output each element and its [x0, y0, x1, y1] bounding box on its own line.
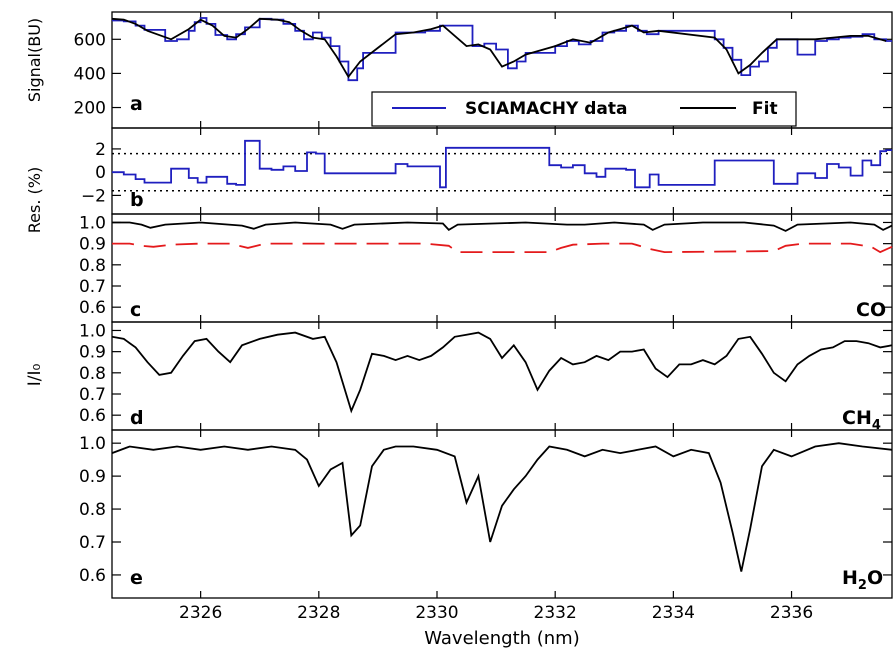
y-axis-title-residual: Res. (%): [25, 167, 44, 233]
x-tick-label-4: 2334: [652, 603, 695, 623]
x-tick-label-3: 2332: [534, 603, 577, 623]
annotation-ch4: CH4: [842, 407, 881, 433]
y-tick-label-e-3: 0.7: [79, 533, 106, 553]
series-d-0: [111, 331, 893, 414]
y-axis-title-ratio: I/I₀: [25, 364, 45, 387]
x-axis-title: Wavelength (nm): [424, 628, 580, 649]
annotation-h2o: H2O: [842, 567, 883, 593]
annotation-ch4-subscript: 4: [872, 418, 881, 433]
y-tick-label-e-4: 0.6: [79, 566, 106, 586]
x-tick-label-0: 2326: [179, 603, 222, 623]
series-a-0: [112, 17, 893, 82]
y-tick-label-c-4: 0.6: [79, 298, 106, 318]
reference-lines: [112, 152, 892, 192]
data-series: [111, 17, 893, 572]
annotation-co: CO: [856, 299, 886, 321]
panel-label-b: b: [130, 189, 144, 211]
series-c-1: [112, 242, 893, 254]
y-tick-label-d-1: 0.9: [79, 343, 106, 363]
panel-b-frame: [111, 127, 893, 215]
x-tick-label-5: 2336: [770, 603, 813, 623]
annotation-h2o-subscript: 2: [858, 578, 867, 593]
series-a-1: [111, 17, 887, 79]
y-tick-label-e-1: 0.9: [79, 467, 106, 487]
panel-label-a: a: [130, 93, 143, 115]
series-b-0: [112, 139, 893, 189]
panel-label-c: c: [130, 299, 141, 321]
y-tick-label-c-2: 0.8: [79, 256, 106, 276]
y-tick-label-a-0: 200: [74, 99, 106, 119]
panel-d-frame: [111, 321, 893, 431]
legend-label-fit: Fit: [752, 99, 778, 119]
y-tick-label-a-2: 600: [74, 30, 106, 50]
axis-ticks: 20040060020−21.00.90.80.70.61.00.90.80.7…: [74, 12, 892, 623]
x-tick-label-1: 2328: [297, 603, 340, 623]
y-tick-label-e-0: 1.0: [79, 434, 106, 454]
y-tick-label-e-2: 0.8: [79, 500, 106, 520]
x-tick-label-2: 2330: [415, 603, 458, 623]
panel-e-frame: [111, 429, 893, 599]
y-tick-label-c-3: 0.7: [79, 277, 106, 297]
y-tick-label-a-1: 400: [74, 64, 106, 84]
y-tick-label-b-2: −2: [81, 186, 106, 206]
y-tick-label-d-0: 1.0: [79, 321, 106, 341]
y-tick-label-c-0: 1.0: [79, 213, 106, 233]
panel-label-d: d: [130, 407, 144, 429]
annotation-h2o-h: H: [842, 567, 858, 589]
y-tick-label-d-4: 0.6: [79, 406, 106, 426]
y-axis-title-signal: Signal(BU): [25, 18, 44, 102]
y-tick-label-b-0: 2: [95, 140, 106, 160]
annotation-h2o-o: O: [867, 567, 883, 589]
series-c-0: [112, 221, 893, 232]
series-e-0: [111, 442, 893, 572]
annotation-ch4-main: CH: [842, 407, 872, 429]
panel-c-frame: [111, 213, 893, 323]
y-tick-label-d-2: 0.8: [79, 364, 106, 384]
y-tick-label-d-3: 0.7: [79, 385, 106, 405]
y-tick-label-b-1: 0: [95, 163, 106, 183]
y-tick-label-c-1: 0.9: [79, 235, 106, 255]
panel-label-e: e: [130, 567, 143, 589]
legend-label-data: SCIAMACHY data: [465, 99, 627, 119]
